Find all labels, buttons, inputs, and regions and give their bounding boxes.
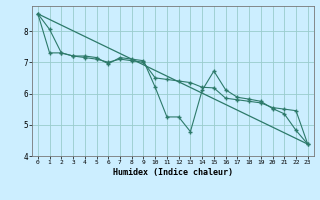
X-axis label: Humidex (Indice chaleur): Humidex (Indice chaleur) [113, 168, 233, 177]
